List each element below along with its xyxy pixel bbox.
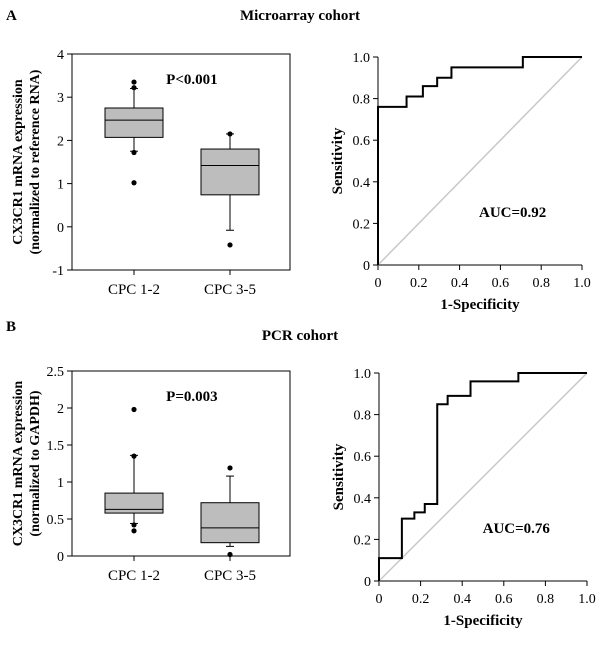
y-tick-label: -1 <box>52 264 64 279</box>
y-axis-label: (normalized to GAPDH) <box>28 390 43 537</box>
outlier-point <box>131 522 137 528</box>
y-tick-label: 0 <box>364 575 371 590</box>
outlier-point <box>227 242 233 248</box>
y-tick-label: 0.8 <box>354 409 372 424</box>
box <box>200 148 260 196</box>
roc-curve <box>378 372 587 581</box>
x-tick-label: 0.8 <box>537 592 555 607</box>
y-tick-label: 0 <box>363 259 370 274</box>
y-tick-label: 0.8 <box>353 93 371 108</box>
outlier-point <box>131 85 137 91</box>
x-axis-label: 1-Specificity <box>443 613 523 629</box>
y-tick-label: 0 <box>57 550 64 565</box>
y-tick-label: 3 <box>57 91 64 106</box>
y-tick-label: 0 <box>57 221 64 236</box>
cohort-title: PCR cohort <box>262 328 338 344</box>
x-tick-label: 0.4 <box>451 276 469 291</box>
y-tick-label: 1 <box>57 476 64 491</box>
x-tick-label: 0.2 <box>410 276 428 291</box>
outlier-point <box>131 453 137 459</box>
roc-curve <box>377 56 582 265</box>
outlier-point <box>131 79 137 85</box>
category-label: CPC 1-2 <box>108 282 160 298</box>
y-tick-label: 2.5 <box>47 365 65 380</box>
reference-diagonal <box>377 56 583 266</box>
x-tick-label: 0 <box>376 592 383 607</box>
panel-letter: A <box>6 8 17 24</box>
auc-annotation: AUC=0.76 <box>483 521 551 537</box>
reference-diagonal <box>378 372 588 582</box>
y-axis-label: Sensitivity <box>330 127 346 194</box>
box-plot-frame <box>71 370 291 557</box>
y-tick-label: 0.5 <box>47 513 65 528</box>
y-tick-label: 0.6 <box>353 134 371 149</box>
y-tick-label: 2 <box>57 134 64 149</box>
y-tick-label: 0.4 <box>354 492 372 507</box>
y-tick-label: 1 <box>57 178 64 193</box>
x-tick-label: 0.4 <box>453 592 471 607</box>
y-axis-label: CX3CR1 mRNA expression <box>11 381 26 547</box>
category-label: CPC 3-5 <box>204 282 256 298</box>
p-value-annotation: P<0.001 <box>166 72 217 88</box>
y-tick-label: 1.5 <box>47 439 65 454</box>
outlier-point <box>131 406 137 413</box>
x-tick-label: 1.0 <box>573 276 591 291</box>
y-axis-label: Sensitivity <box>331 443 347 510</box>
outlier-point <box>227 465 233 471</box>
x-tick-label: 0.6 <box>492 276 510 291</box>
box <box>200 502 260 544</box>
panel-letter: B <box>6 319 16 335</box>
y-tick-label: 0.2 <box>353 217 371 232</box>
x-tick-label: 0.2 <box>412 592 430 607</box>
y-tick-label: 0.2 <box>354 533 372 548</box>
y-tick-label: 1.0 <box>353 51 371 66</box>
category-label: CPC 1-2 <box>108 568 160 584</box>
outlier-point <box>131 149 137 156</box>
x-tick-label: 0 <box>375 276 382 291</box>
y-tick-label: 1.0 <box>354 367 372 382</box>
y-tick-label: 0.4 <box>353 176 371 191</box>
box <box>104 492 164 514</box>
x-tick-label: 1.0 <box>578 592 596 607</box>
x-tick-label: 0.6 <box>495 592 513 607</box>
y-axis-label: CX3CR1 mRNA expression <box>11 79 26 245</box>
y-tick-label: 0.6 <box>354 450 372 465</box>
y-axis-label: (normalized to reference RNA) <box>28 69 43 254</box>
y-tick-label: 4 <box>57 48 64 63</box>
category-label: CPC 3-5 <box>204 568 256 584</box>
x-tick-label: 0.8 <box>532 276 550 291</box>
box-plot-frame <box>71 53 291 271</box>
y-tick-label: 2 <box>57 402 64 417</box>
outlier-point <box>131 180 137 186</box>
p-value-annotation: P=0.003 <box>166 389 217 405</box>
auc-annotation: AUC=0.92 <box>479 205 546 221</box>
box <box>104 107 164 138</box>
cohort-title: Microarray cohort <box>240 8 360 24</box>
outlier-point <box>131 528 137 534</box>
x-axis-label: 1-Specificity <box>440 297 520 313</box>
outlier-point <box>227 131 233 137</box>
outlier-point <box>227 551 233 558</box>
